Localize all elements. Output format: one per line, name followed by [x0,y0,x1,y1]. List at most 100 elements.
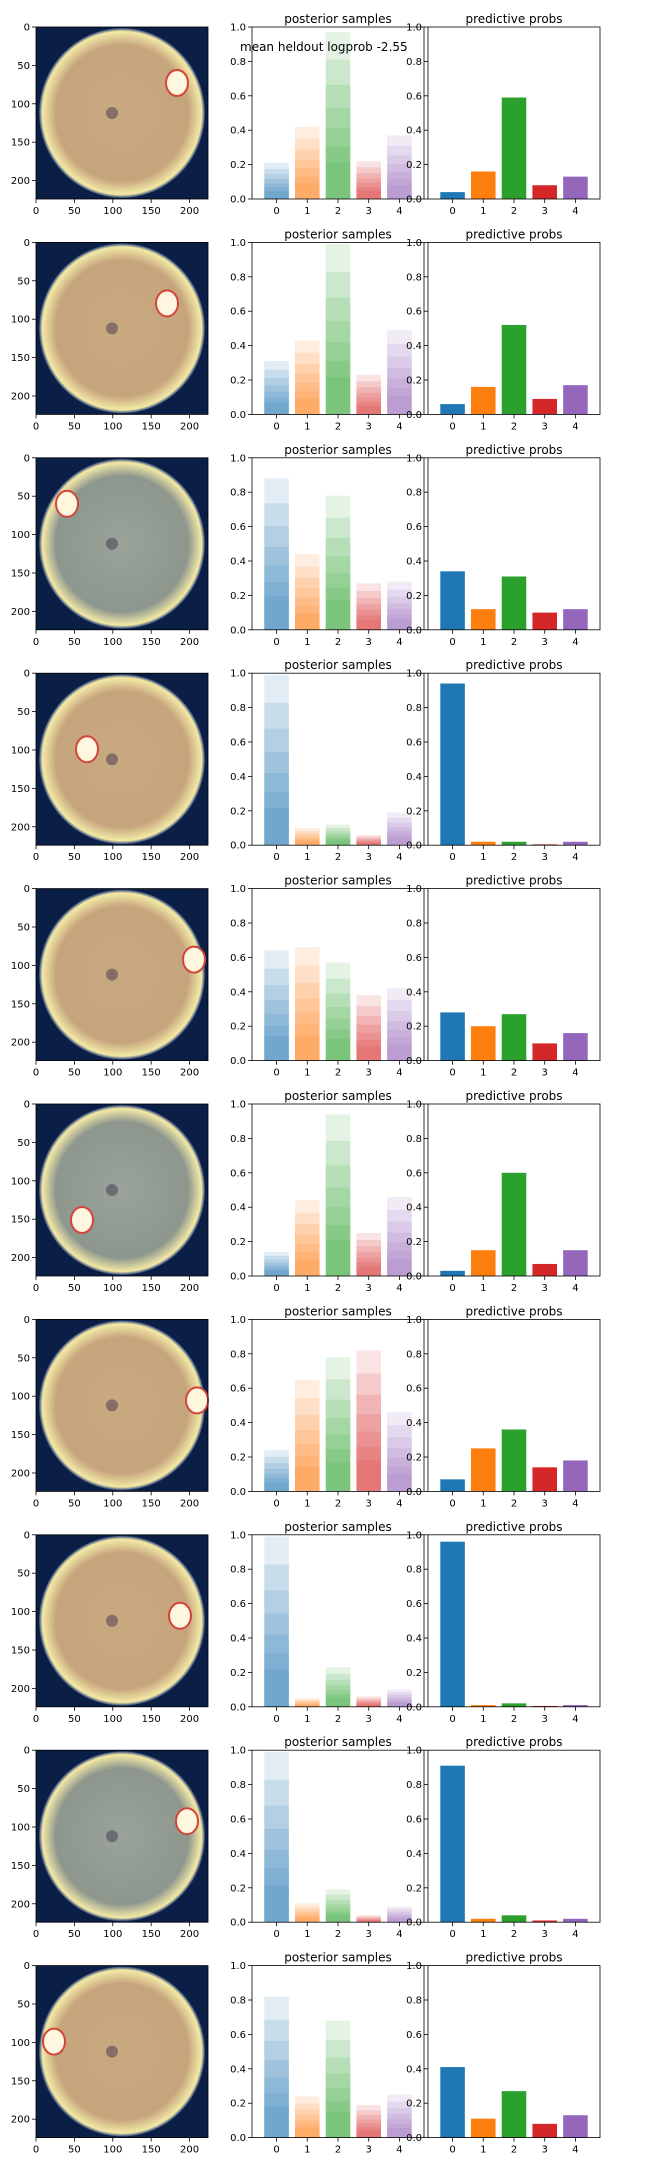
posterior-sample-bar-2 [325,537,351,630]
image-axes-frame [35,672,209,846]
posterior-sample-bar-3 [356,1414,381,1492]
x-tick-label: 150 [142,2145,161,2156]
y-tick-label: 0.0 [406,195,422,206]
posterior-sample-bar-3 [356,1262,381,1276]
posterior-sample-bar-0 [264,1468,289,1492]
x-tick-label: 3 [542,1714,548,1725]
y-tick-label: 0.0 [406,410,422,421]
posterior-sample-bar-3 [356,1005,381,1061]
posterior-sample-bar-2 [325,1399,351,1492]
posterior-sample-bar-2 [325,342,351,415]
y-tick-label: 0.4 [406,1849,422,1860]
posterior-sample-bar-1 [295,839,320,846]
posterior-panel-title: posterior samples [284,1304,392,1318]
posterior-sample-bar-2 [325,1698,351,1707]
predictive-bar-1 [471,1448,496,1492]
y-tick-label: 1.0 [230,453,246,464]
predictive-bar-0 [440,1270,465,1276]
y-tick-label: 200 [11,2115,30,2126]
posterior-sample-bar-0 [264,1751,289,1923]
posterior-sample-bar-0 [264,1849,289,1923]
x-tick-label: 2 [335,1068,341,1079]
y-tick-label: 200 [11,176,30,187]
y-tick-label: 0.0 [230,1056,246,1067]
posterior-sample-bar-4 [387,614,412,630]
x-tick-label: 1 [480,1068,486,1079]
posterior-sample-bar-1 [295,398,320,415]
y-tick-label: 0.0 [230,1702,246,1713]
posterior-sample-bar-0 [264,1996,289,2138]
posterior-sample-bar-1 [295,1212,320,1276]
x-tick-label: 3 [366,2145,372,2156]
y-tick-label: 1.0 [230,669,246,680]
x-tick-label: 4 [572,1714,578,1725]
x-tick-label: 1 [480,421,486,432]
image-axes-frame [35,1749,209,1923]
y-tick-label: 0 [24,1961,30,1972]
x-tick-label: 4 [572,852,578,863]
y-tick-label: 0.0 [406,2133,422,2144]
posterior-sample-bar-1 [295,1700,320,1707]
x-tick-label: 4 [572,1283,578,1294]
posterior-sample-bar-4 [387,2114,412,2138]
y-tick-label: 0.4 [230,126,246,137]
posterior-sample-bar-4 [387,1917,412,1923]
y-tick-label: 0.0 [230,841,246,852]
posterior-sample-bar-0 [264,369,289,415]
posterior-sample-bar-2 [325,1461,351,1492]
posterior-sample-bar-0 [264,968,289,1061]
image-axes-frame [35,1534,209,1708]
posterior-sample-bar-2 [325,978,351,1061]
y-tick-label: 50 [17,1138,30,1149]
x-tick-label: 1 [304,637,310,648]
y-tick-label: 0.8 [406,57,422,68]
posterior-sample-bar-0 [264,1536,289,1707]
x-tick-label: 4 [396,637,402,648]
posterior-sample-bar-3 [356,598,381,630]
x-tick-label: 50 [68,2145,81,2156]
y-tick-label: 1.0 [406,1961,422,1972]
posterior-sample-bar-1 [295,1379,320,1492]
x-tick-label: 50 [68,1929,81,1940]
posterior-sample-bar-2 [325,1667,351,1707]
y-tick-label: 0.6 [406,1168,422,1179]
posterior-sample-bar-0 [264,179,289,199]
posterior-sample-bar-0 [264,503,289,630]
x-tick-label: 1 [480,637,486,648]
posterior-sample-bar-2 [325,600,351,630]
posterior-sample-bar-2 [325,1357,351,1492]
y-tick-label: 0.2 [406,806,422,817]
heldout-logprob-annotation: mean heldout logprob -2.55 [240,40,408,54]
x-tick-label: 2 [511,1498,517,1509]
x-tick-label: 2 [511,1283,517,1294]
predictive-bar-4 [563,1460,588,1492]
posterior-sample-bar-2 [325,1915,351,1923]
y-tick-label: 0.6 [406,91,422,102]
y-tick-label: 0.6 [406,2030,422,2041]
predictive-panel-title: predictive probs [465,1304,562,1318]
posterior-sample-bar-2 [325,1207,351,1276]
y-tick-label: 0.4 [406,987,422,998]
posterior-sample-bar-1 [295,2114,320,2138]
optic-disc [55,489,79,518]
x-tick-label: 4 [396,1498,402,1509]
posterior-sample-bar-0 [264,1564,289,1707]
posterior-sample-bar-0 [264,1779,289,1923]
y-tick-label: 0.2 [230,160,246,171]
x-tick-label: 0 [33,1283,39,1294]
x-tick-label: 200 [180,421,199,432]
predictive-bar-0 [440,192,465,199]
predictive-bar-2 [501,324,527,415]
posterior-sample-bar-0 [264,1013,289,1061]
posterior-sample-bar-0 [264,674,289,846]
posterior-sample-bar-3 [356,2130,381,2138]
posterior-sample-bar-0 [264,1478,289,1492]
posterior-sample-bar-1 [295,837,320,846]
y-tick-label: 0.8 [406,703,422,714]
fundus-image [39,674,205,845]
x-tick-label: 200 [180,206,199,217]
posterior-sample-bar-1 [295,554,320,630]
posterior-sample-bar-1 [295,1234,320,1276]
posterior-sample-bar-3 [356,610,381,630]
